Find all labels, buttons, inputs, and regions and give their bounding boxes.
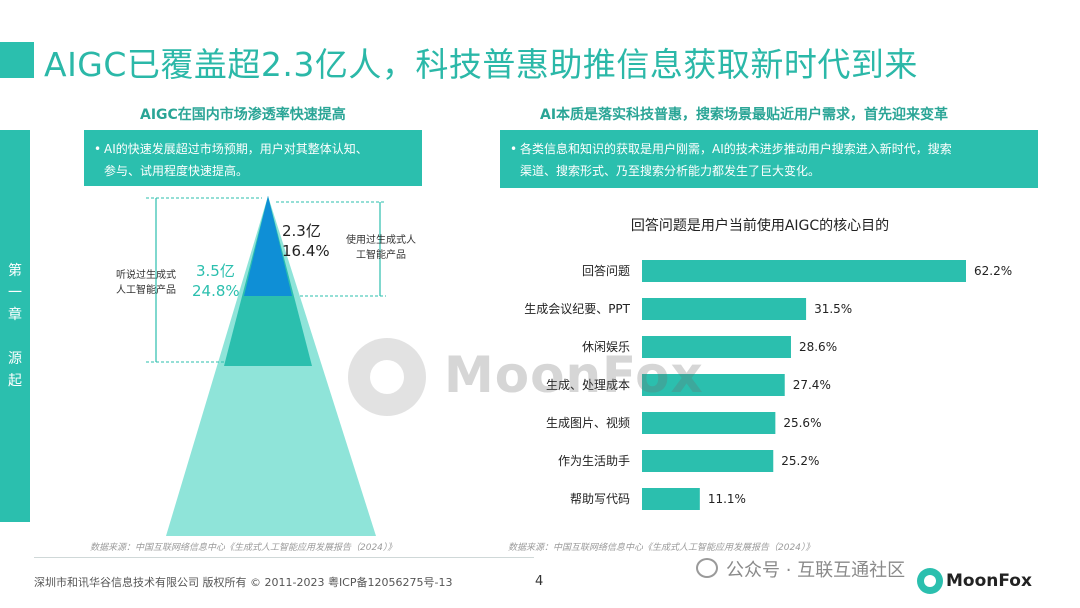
moonfox-logo-icon xyxy=(917,568,943,594)
category-label: 作为生活助手 xyxy=(558,454,630,468)
category-label: 生成、处理成本 xyxy=(546,378,630,392)
value-label: 28.6% xyxy=(799,340,837,354)
value-label: 11.1% xyxy=(708,492,746,506)
category-label: 生成图片、视频 xyxy=(546,415,630,430)
category-label: 生成会议纪要、PPT xyxy=(524,302,630,316)
chapter-char: 一 xyxy=(8,285,22,301)
value-label: 31.5% xyxy=(814,302,852,316)
purpose-bar-chart: 回答问题 62.2% 生成会议纪要、PPT 31.5% 休闲娱乐 28.6% 生成、处理成本… xyxy=(524,260,1012,510)
chapter-char: 第 xyxy=(8,263,22,279)
page-number: 4 xyxy=(535,574,544,589)
moonfox-watermark-icon xyxy=(348,338,426,416)
title-accent-bar xyxy=(0,42,34,78)
inner-label-line-2: 工智能产品 xyxy=(356,250,406,261)
right-section-title: AI本质是落实科技普惠，搜索场景最贴近用户需求，首先迎来变革 xyxy=(540,107,949,123)
left-source: 数据来源：中国互联网络信息中心《生成式人工智能应用发展报告（2024）》 xyxy=(90,543,397,553)
outer-value: 3.5亿 xyxy=(196,262,235,280)
inner-label-line-1: 使用过生成式人 xyxy=(346,235,416,246)
moonfox-logo-text: MoonFox xyxy=(946,571,1032,591)
bar xyxy=(642,298,807,320)
right-note-box: • 各类信息和知识的获取是用户刚需，AI的技术进步推动用户搜索进入新时代，搜索 … xyxy=(500,130,1038,188)
page-title: AIGC已覆盖超2.3亿人，科技普惠助推信息获取新时代到来 xyxy=(44,45,918,84)
inner-pct: 16.4% xyxy=(282,242,330,260)
wechat-icon xyxy=(696,558,718,578)
outer-label-line-1: 听说过生成式 xyxy=(116,270,176,281)
right-note-line-2: 渠道、搜索形式、乃至搜索分析能力都发生了巨大变化。 xyxy=(520,164,821,178)
bar xyxy=(642,450,774,472)
value-label: 25.2% xyxy=(781,454,819,468)
inner-label: 使用过生成式人 工智能产品 xyxy=(338,231,424,261)
left-note-line-1: AI的快速发展超过市场预期，用户对其整体认知、 xyxy=(104,142,368,156)
value-label: 62.2% xyxy=(974,264,1012,278)
pyramid-tip xyxy=(244,196,292,296)
bullet: • xyxy=(510,142,518,156)
chapter-char: 章 xyxy=(8,307,22,323)
chapter-char: 起 xyxy=(8,373,22,389)
bar xyxy=(642,488,700,510)
right-note-line-1: 各类信息和知识的获取是用户刚需，AI的技术进步推动用户搜索进入新时代，搜索 xyxy=(520,142,952,156)
outer-label: 听说过生成式 人工智能产品 xyxy=(104,266,188,296)
chapter-char: 源 xyxy=(8,351,22,367)
chapter-tab: 第 一 章 源 起 xyxy=(0,130,30,522)
category-label: 回答问题 xyxy=(582,263,630,278)
category-label: 帮助写代码 xyxy=(570,492,630,506)
inner-value: 2.3亿 xyxy=(282,222,321,240)
chart-title: 回答问题是用户当前使用AIGC的核心目的 xyxy=(630,218,890,234)
bar xyxy=(642,412,776,434)
value-label: 25.6% xyxy=(783,416,821,430)
outer-label-line-2: 人工智能产品 xyxy=(116,285,176,296)
bullet: • xyxy=(94,142,102,156)
left-section-title: AIGC在国内市场渗透率快速提高 xyxy=(140,107,346,123)
outer-pct: 24.8% xyxy=(192,282,240,300)
left-note-line-2: 参与、试用程度快速提高。 xyxy=(104,164,249,178)
left-note-box: • AI的快速发展超过市场预期，用户对其整体认知、 参与、试用程度快速提高。 xyxy=(84,130,422,186)
moonfox-watermark: MoonFox xyxy=(348,338,728,418)
footer-copyright: 深圳市和讯华谷信息技术有限公司 版权所有 © 2011-2023 粤ICP备12… xyxy=(34,576,453,589)
bar xyxy=(642,260,966,282)
bar xyxy=(642,374,785,396)
moonfox-watermark-text: MoonFox xyxy=(444,346,704,404)
right-source: 数据来源：中国互联网络信息中心《生成式人工智能应用发展报告（2024）》 xyxy=(508,543,815,553)
footer-divider xyxy=(34,557,534,558)
bar xyxy=(642,336,791,358)
value-label: 27.4% xyxy=(793,378,831,392)
wechat-watermark-text: 公众号 · 互联互通社区 xyxy=(726,560,906,581)
category-label: 休闲娱乐 xyxy=(582,340,630,354)
